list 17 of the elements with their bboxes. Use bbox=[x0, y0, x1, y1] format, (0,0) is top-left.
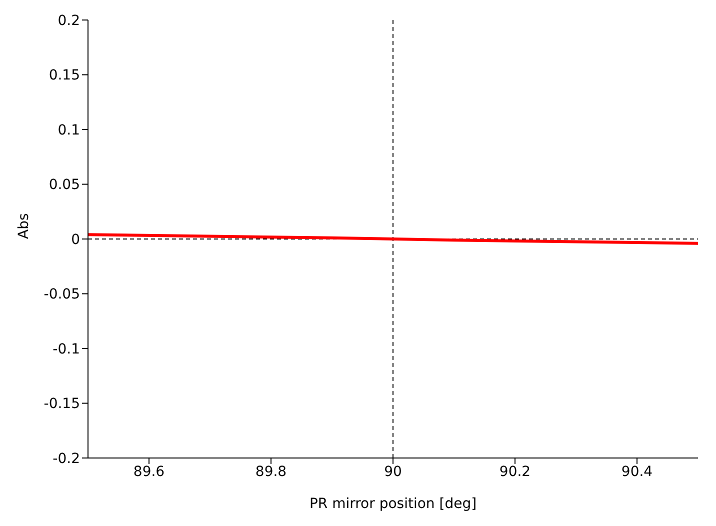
x-tick-label: 90.4 bbox=[621, 464, 653, 480]
y-axis-title: Abs bbox=[16, 213, 32, 239]
x-axis-title: PR mirror position [deg] bbox=[309, 496, 477, 512]
y-tick-label: -0.1 bbox=[52, 341, 80, 358]
x-tick-label: 90.2 bbox=[499, 464, 531, 480]
y-tick-label: 0 bbox=[71, 232, 80, 248]
y-tick-label: 0.05 bbox=[48, 177, 80, 194]
x-tick-label: 89.6 bbox=[133, 464, 165, 480]
x-tick-label: 89.8 bbox=[255, 464, 287, 480]
y-tick-label: 0.15 bbox=[48, 68, 80, 84]
y-tick-label: 0.2 bbox=[58, 12, 80, 29]
line-series bbox=[88, 233, 698, 245]
y-tick-label: -0.15 bbox=[44, 396, 80, 412]
y-tick-label: 0.1 bbox=[58, 122, 80, 138]
y-tick-label: -0.05 bbox=[44, 286, 80, 303]
x-tick-label: 90 bbox=[384, 464, 402, 480]
y-tick-label: -0.2 bbox=[52, 450, 80, 467]
